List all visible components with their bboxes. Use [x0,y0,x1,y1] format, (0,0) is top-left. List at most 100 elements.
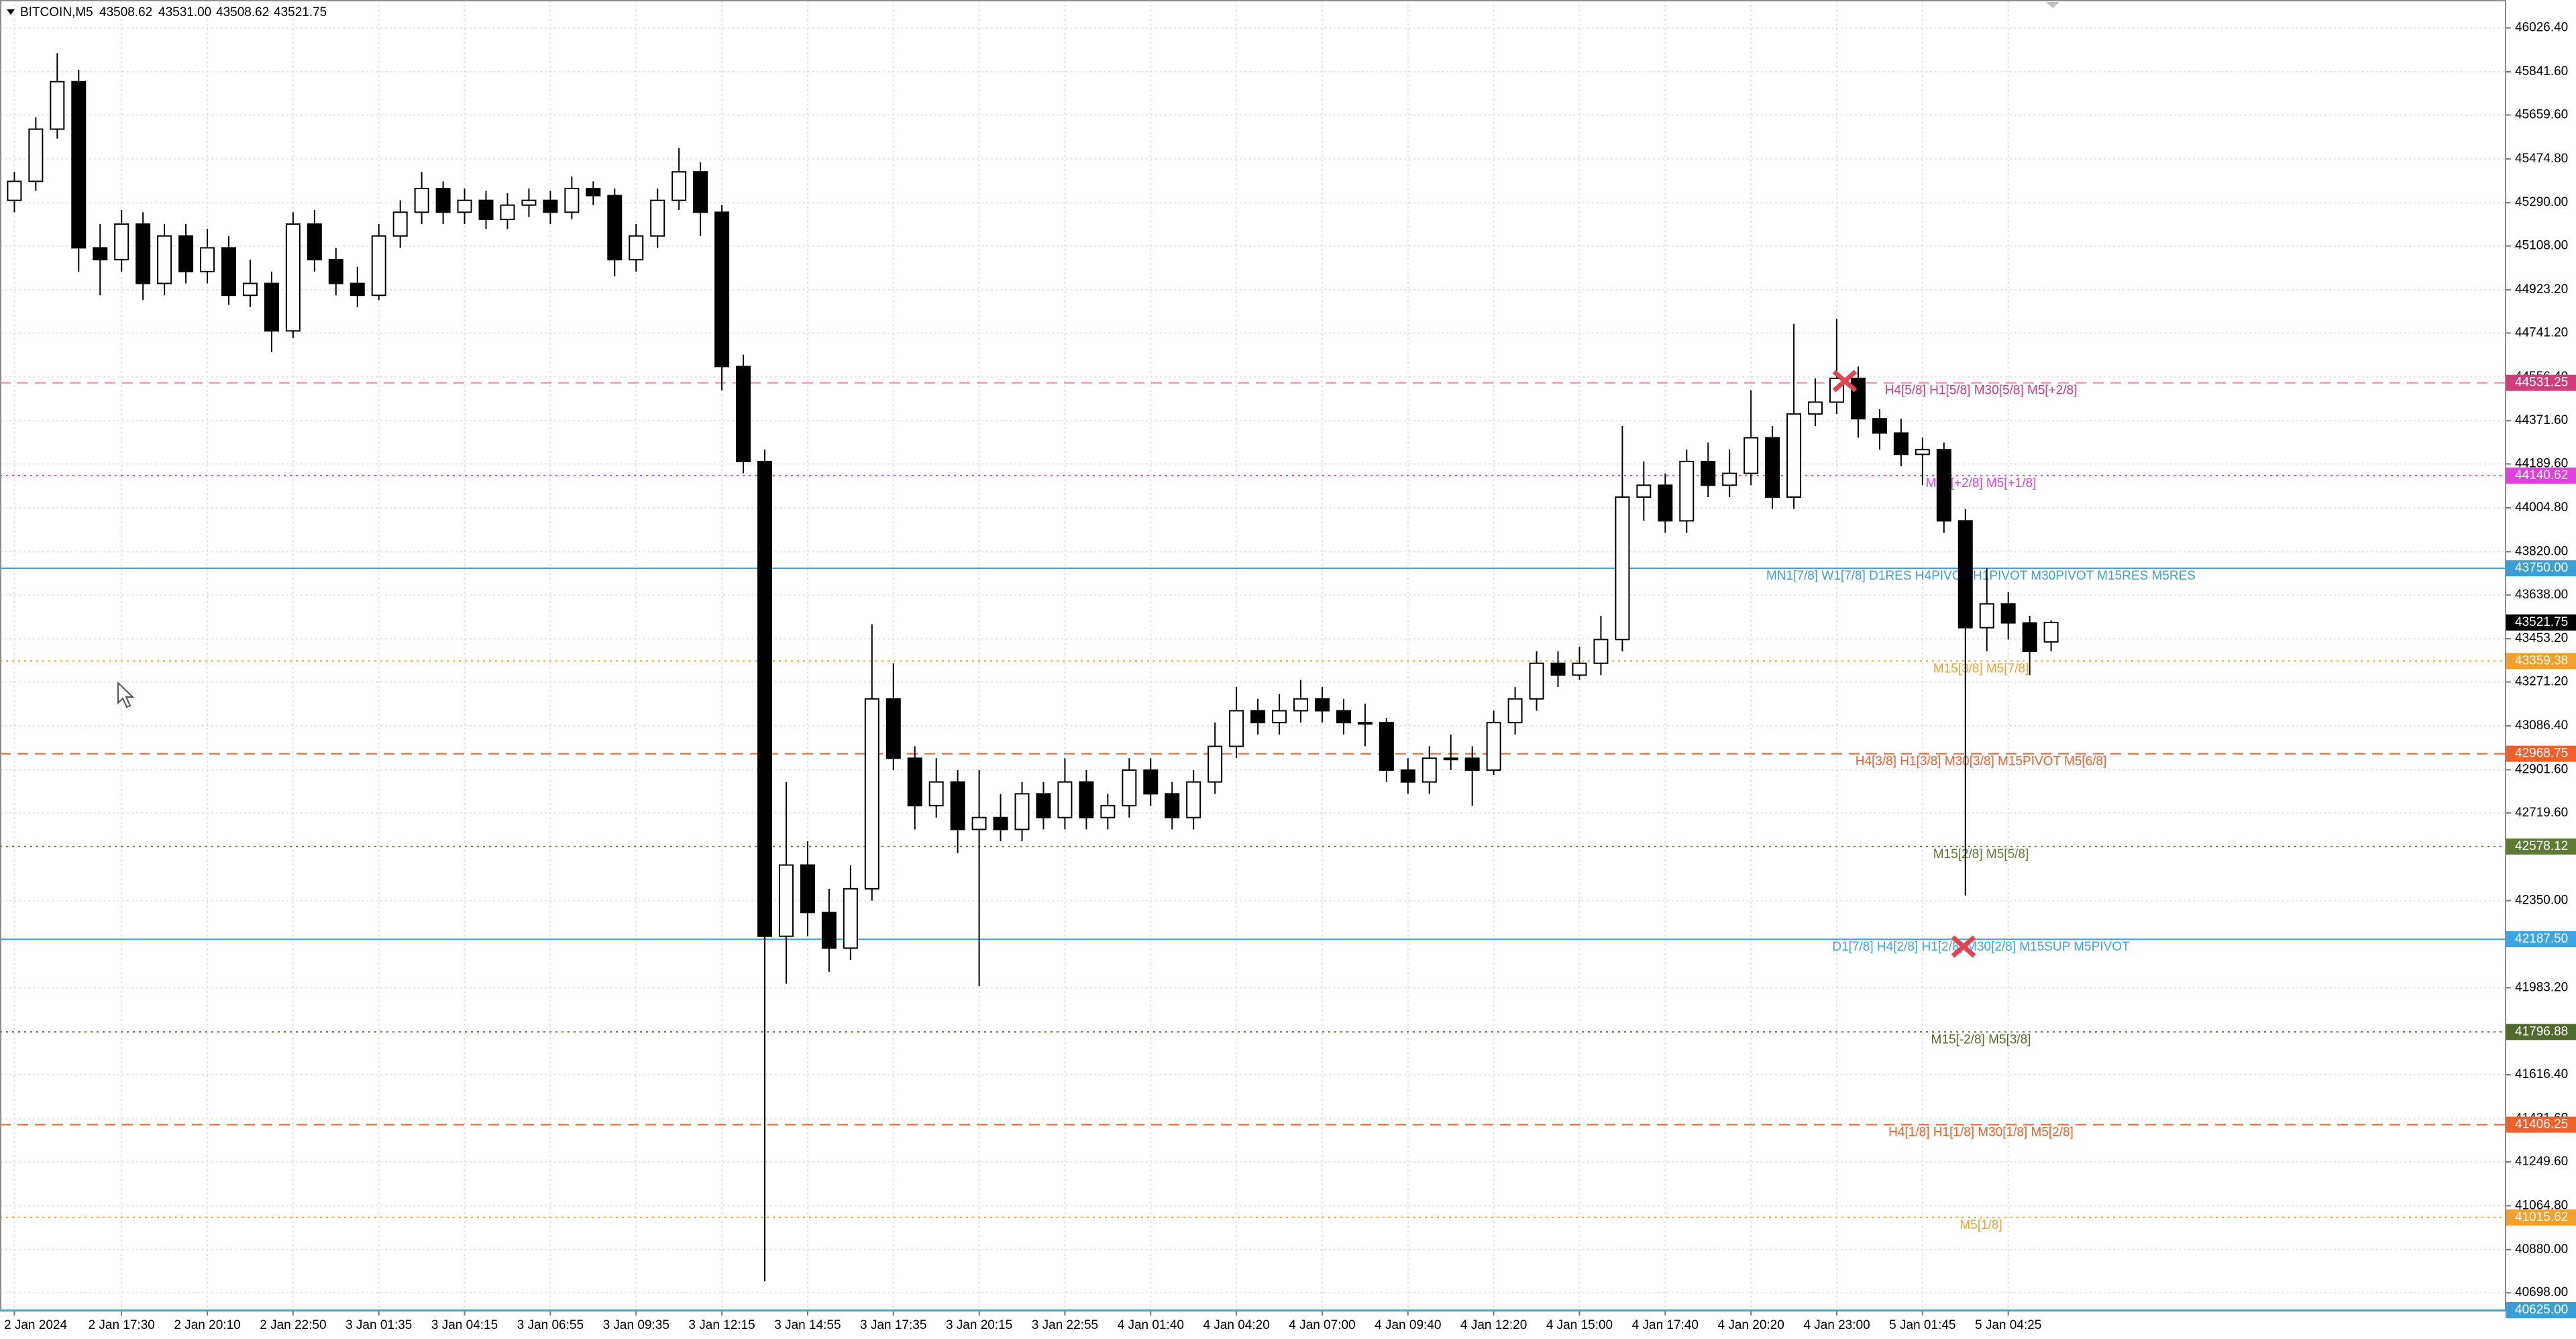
level-price-label: 41406.25 [2515,1118,2568,1132]
level-price-box [2506,653,2576,670]
level-price-box [2506,1116,2576,1133]
candle-body [1486,722,1501,771]
x-tick-label: 4 Jan 17:40 [1632,1318,1699,1332]
candle-body [114,223,129,261]
level-price-label: 41015.62 [2515,1210,2568,1224]
candle-body [1357,722,1373,725]
x-tick-label: 2 Jan 2024 [4,1318,67,1332]
candle-body [71,81,87,249]
quote-open: 43508.62 [99,5,152,19]
x-tick-label: 3 Jan 22:55 [1032,1318,1098,1332]
y-tick-label: 42901.60 [2515,762,2568,776]
candle-body [264,282,279,332]
candle-body [1507,698,1523,724]
level-price-label: 42968.75 [2515,747,2568,761]
candle-body [1122,769,1137,807]
y-tick-label: 45474.80 [2515,152,2568,166]
y-tick-label: 43453.20 [2515,631,2568,645]
candle-body [1722,472,1737,486]
candle-body [1293,698,1308,712]
x-tick-label: 4 Jan 07:00 [1289,1318,1355,1332]
y-tick-label: 40880.00 [2515,1242,2568,1256]
candle-body [1572,662,1587,676]
candle-body [843,888,858,949]
candle-body [1893,432,1909,456]
candle-body [1186,781,1201,818]
current-price-label: 43521.75 [2515,615,2568,629]
quote-close: 43521.75 [274,5,327,19]
candle-body [1165,793,1180,818]
x-tick-label: 3 Jan 01:35 [345,1318,412,1332]
level-price-label: 40625.00 [2515,1303,2568,1317]
candle-body [693,171,708,213]
candle-body [1314,698,1330,712]
cross-marker [1951,935,1976,958]
candle-body [586,187,601,197]
level-price-label: 42187.50 [2515,932,2568,946]
x-tick-label: 3 Jan 12:15 [688,1318,755,1332]
candle-body [1057,781,1073,818]
candle-body [2000,603,2016,624]
y-tick-label: 43271.20 [2515,675,2568,689]
candle-body [1529,662,1544,700]
cross-marker [1832,370,1858,392]
candle-body [221,247,236,297]
y-tick-label: 45841.60 [2515,64,2568,78]
y-tick-label: 41616.40 [2515,1067,2568,1081]
level-label: D1[7/8] H4[2/8] H1[2/8] M30[2/8] M15SUP … [1832,940,2130,954]
level-price-box [2506,745,2576,762]
level-label: M15[+2/8] M5[+1/8] [1926,476,2037,490]
candle-body [457,199,472,213]
candle-body [757,460,772,937]
quote-low: 43508.62 [216,5,269,19]
y-tick-label: 44004.80 [2515,500,2568,515]
candle-body [950,781,965,831]
candle-body [1957,520,1973,629]
candle-body [1229,710,1244,747]
candle-body [2043,621,2059,643]
menu-arrow[interactable] [7,9,15,15]
quote-high: 43531.00 [158,5,211,19]
candle-body [629,235,644,261]
level-label: MN1[7/8] W1[7/8] D1RES H4PIVOT H1PIVOT M… [1766,569,2196,583]
candle-body [521,199,537,206]
level-price-box [2506,467,2576,484]
candle-body [200,247,215,272]
candle-body [1872,418,1887,434]
current-price-box [2506,614,2576,631]
y-tick-label: 44189.60 [2515,457,2568,471]
y-tick-label: 43086.40 [2515,718,2568,733]
level-price-label: 43359.38 [2515,653,2568,667]
y-tick-label: 41064.80 [2515,1198,2568,1212]
candle-body [1786,413,1802,498]
candle-body [242,282,258,297]
y-tick-label: 42350.00 [2515,894,2568,908]
axis-layer: 46026.40 45841.60 45659.60 45474.80 45290.00… [4,21,2576,1332]
candle-body [136,223,151,284]
x-tick-label: 4 Jan 01:40 [1118,1318,1184,1332]
level-label: M15[2/8] M5[5/8] [1933,847,2029,861]
level-price-box [2506,931,2576,948]
candle-body [1336,710,1351,724]
candle-body [28,128,44,182]
x-tick-label: 2 Jan 20:10 [174,1318,240,1332]
level-label: H4[1/8] H1[1/8] M30[1/8] M5[2/8] [1888,1126,2074,1140]
candle-body [2022,622,2037,653]
level-price-box [2506,1302,2576,1318]
candle-body [1464,757,1480,771]
symbol-title: BITCOIN,M5 [20,5,93,19]
y-tick-label: 46026.40 [2515,21,2568,35]
mouse-cursor [117,681,135,708]
candle-body [885,698,901,759]
x-tick-label: 4 Jan 23:00 [1803,1318,1870,1332]
x-tick-label: 2 Jan 22:50 [260,1318,326,1332]
level-price-box [2506,560,2576,577]
candle-body [1679,460,1695,522]
shift-marker [2046,2,2059,8]
candle-body [1014,793,1030,831]
candle-body [907,757,922,807]
candle-body [414,187,429,213]
plot-frame [0,0,2506,1311]
x-tick-label: 3 Jan 14:55 [774,1318,841,1332]
